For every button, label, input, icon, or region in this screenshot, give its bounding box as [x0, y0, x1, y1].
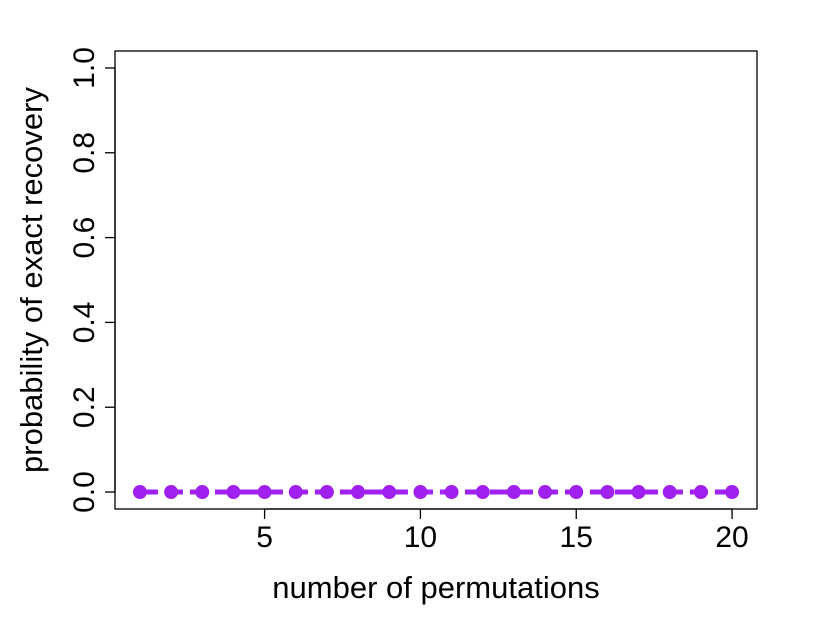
data-point: [288, 485, 303, 500]
y-tick-label: 1.0: [68, 47, 101, 89]
data-point: [257, 485, 272, 500]
y-tick-label: 0.4: [68, 302, 101, 344]
data-point: [600, 485, 615, 500]
data-point: [631, 485, 646, 500]
y-tick-label: 0.8: [68, 132, 101, 174]
data-point: [444, 485, 459, 500]
y-tick-label: 0.0: [68, 471, 101, 513]
x-tick-label: 5: [256, 521, 273, 554]
plot-frame: [114, 50, 758, 510]
data-point: [413, 485, 428, 500]
x-axis-title: number of permutations: [272, 570, 599, 605]
y-axis-title: probability of exact recovery: [14, 87, 49, 473]
data-point: [506, 485, 521, 500]
y-axis: 0.0 0.2 0.4 0.6 0.8 1.0: [68, 47, 116, 513]
data-point: [195, 485, 210, 500]
x-axis: 5 10 15 20: [256, 508, 749, 554]
data-point: [569, 485, 584, 500]
y-tick-label: 0.6: [68, 217, 101, 259]
data-point: [662, 485, 677, 500]
data-point: [351, 485, 366, 500]
data-point: [475, 485, 490, 500]
x-tick-label: 10: [404, 521, 437, 554]
x-tick-label: 20: [715, 521, 748, 554]
y-tick-label: 0.2: [68, 386, 101, 428]
data-point: [319, 485, 334, 500]
data-point: [226, 485, 241, 500]
data-point: [693, 485, 708, 500]
data-point: [725, 485, 740, 500]
x-tick-label: 15: [560, 521, 593, 554]
data-point: [132, 485, 147, 500]
data-point: [382, 485, 397, 500]
data-point: [538, 485, 553, 500]
data-point: [164, 485, 179, 500]
series-layer: [132, 485, 740, 500]
